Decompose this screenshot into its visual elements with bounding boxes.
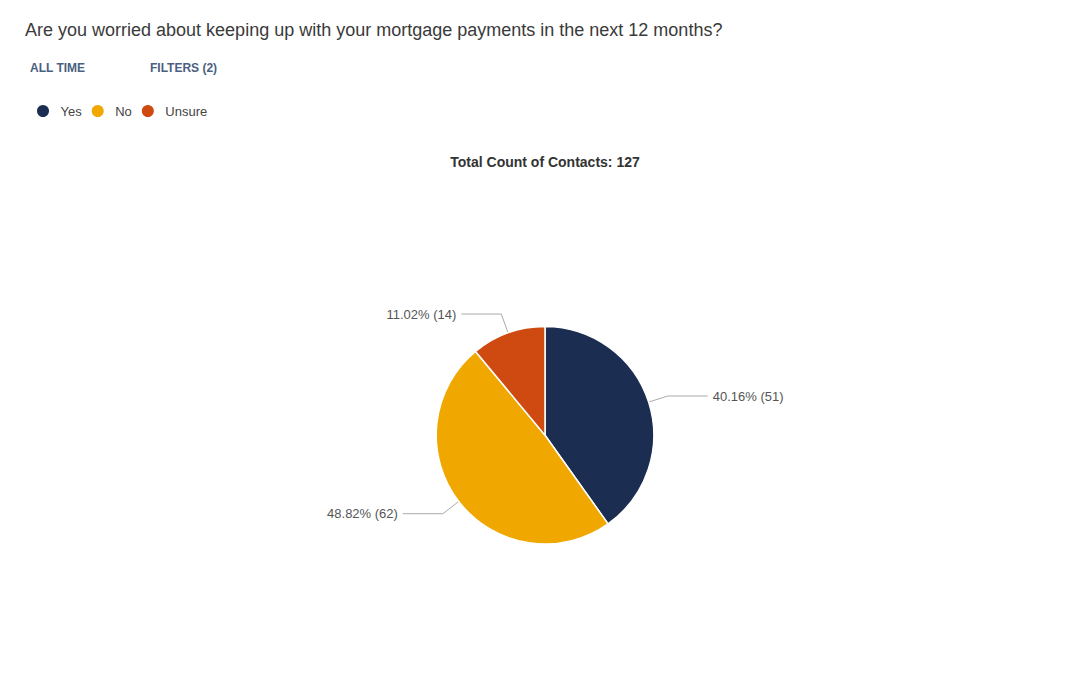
svg-text:Are you worried about keeping: Are you worried about keeping up with yo… <box>25 20 722 40</box>
svg-text:Unsure: Unsure <box>165 104 207 119</box>
svg-text:ALL TIME: ALL TIME <box>30 61 85 75</box>
svg-text:Total Count of Contacts: 127: Total Count of Contacts: 127 <box>450 154 640 170</box>
svg-text:FILTERS (2): FILTERS (2) <box>150 61 217 75</box>
svg-text:No: No <box>115 104 132 119</box>
svg-text:Yes: Yes <box>61 104 83 119</box>
svg-text:40.16% (51): 40.16% (51) <box>713 389 784 404</box>
svg-text:48.82% (62): 48.82% (62) <box>327 506 398 521</box>
svg-text:11.02% (14): 11.02% (14) <box>386 307 456 322</box>
